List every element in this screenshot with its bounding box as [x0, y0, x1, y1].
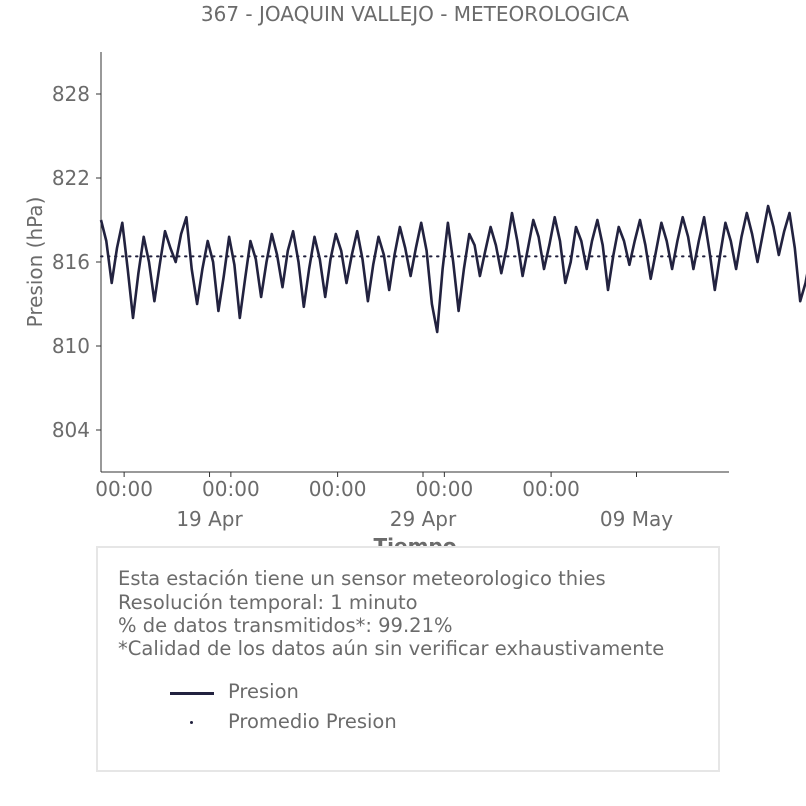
legend-label-presion: Presion — [228, 680, 299, 703]
x-tick-label-date: 19 Apr — [176, 507, 243, 531]
y-tick-label: 804 — [52, 418, 90, 442]
chart-series — [99, 204, 806, 334]
x-tick-label-date: 29 Apr — [390, 507, 457, 531]
x-tick-label: 00:00 — [202, 477, 260, 501]
x-ticks: 00:00 00:00 00:00 00:00 00:00 19 Apr 29 Apr 09 … — [95, 472, 673, 531]
legend-label-promedio: Promedio Presion — [228, 710, 397, 733]
x-tick-label: 00:00 — [309, 477, 367, 501]
info-sensor: Esta estación tiene un sensor meteorolog… — [118, 567, 606, 590]
info-transmitted: % de datos transmitidos*: 99.21% — [118, 614, 453, 637]
x-tick-label: 00:00 — [416, 477, 474, 501]
y-tick-label: 822 — [52, 166, 90, 190]
pressure-series-line — [99, 204, 806, 334]
legend-dot-swatch — [190, 721, 193, 724]
chart-title: 367 - JOAQUIN VALLEJO - METEOROLOGICA — [201, 2, 630, 26]
y-tick-label: 816 — [52, 250, 90, 274]
y-tick-label: 828 — [52, 82, 90, 106]
x-tick-label-date: 09 May — [600, 507, 673, 531]
y-axis-label: Presion (hPa) — [23, 197, 47, 328]
legend-line-swatch — [170, 692, 214, 695]
x-tick-label: 00:00 — [95, 477, 153, 501]
y-tick-label: 810 — [52, 334, 90, 358]
info-quality-note: *Calidad de los datos aún sin verificar … — [118, 637, 665, 660]
y-ticks: 804 810 816 822 828 — [52, 82, 101, 442]
x-tick-label: 00:00 — [522, 477, 580, 501]
info-resolution: Resolución temporal: 1 minuto — [118, 591, 418, 614]
info-box: Esta estación tiene un sensor meteorolog… — [96, 546, 720, 772]
pressure-chart: 367 - JOAQUIN VALLEJO - METEOROLOGICA 80… — [23, 2, 806, 558]
